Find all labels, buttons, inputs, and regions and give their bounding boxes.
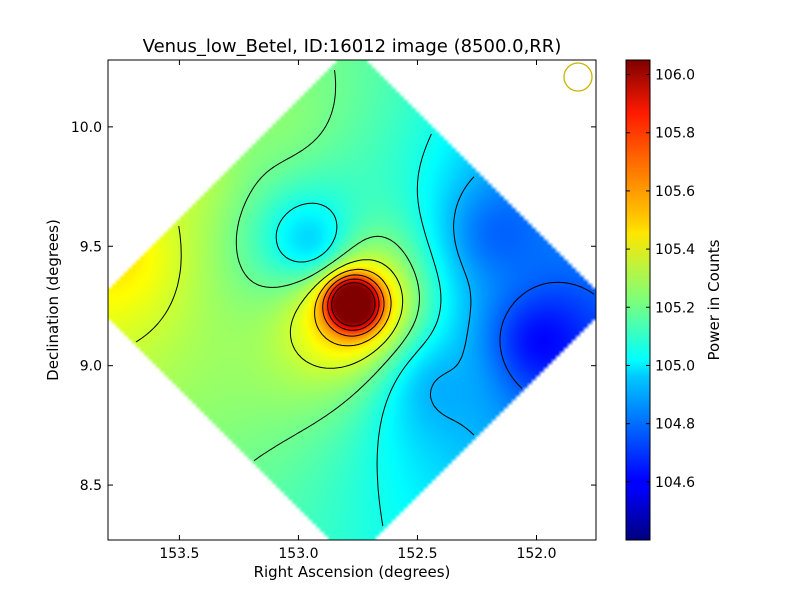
y-tick-label: 9.5 (80, 239, 102, 255)
heatmap-image (108, 60, 596, 540)
y-tick-label: 9.0 (80, 359, 102, 375)
contour-line (327, 278, 380, 331)
colorbar-axis: 104.6 104.8 105.0 105.2 105.4 105.6 105.8 106.0 (626, 68, 695, 491)
x-axis-label: Right Ascension (degrees) (254, 563, 451, 581)
contour-line (314, 268, 392, 347)
x-tick-label: 152.5 (397, 546, 437, 562)
y-tick-label: 10.0 (71, 120, 102, 136)
x-axis: 153.5 153.0 152.5 152.0 (159, 60, 557, 562)
contour-line (235, 69, 420, 462)
x-tick-label: 153.5 (159, 546, 199, 562)
contour-line (275, 133, 442, 527)
plot-frame (107, 59, 597, 541)
contour-lines (135, 69, 595, 527)
y-axis-label: Declination (degrees) (44, 219, 62, 381)
colorbar-label: Power in Counts (705, 239, 723, 360)
colorbar-tick-label: 105.8 (655, 126, 695, 142)
contour-line (331, 282, 376, 327)
contour-line (499, 281, 595, 389)
beam-marker (563, 62, 593, 92)
chart-title: Venus_low_Betel, ID:16012 image (8500.0,… (143, 36, 562, 57)
x-tick-label: 153.0 (278, 546, 318, 562)
contour-line (135, 225, 404, 369)
colorbar-tick-label: 105.6 (655, 184, 695, 200)
contour-line (322, 274, 385, 337)
colorbar (625, 59, 651, 541)
colorbar-tick-label: 106.0 (655, 68, 695, 84)
colorbar-tick-label: 104.8 (655, 417, 695, 433)
colorbar-tick-label: 105.4 (655, 242, 695, 258)
colorbar-tick-label: 104.6 (655, 475, 695, 491)
y-tick-label: 8.5 (80, 478, 102, 494)
x-tick-label: 152.0 (516, 546, 556, 562)
colorbar-tick-label: 105.2 (655, 300, 695, 316)
y-axis: 8.5 9.0 9.5 10.0 (71, 120, 596, 494)
contour-line (429, 176, 475, 436)
colorbar-tick-label: 105.0 (655, 358, 695, 374)
